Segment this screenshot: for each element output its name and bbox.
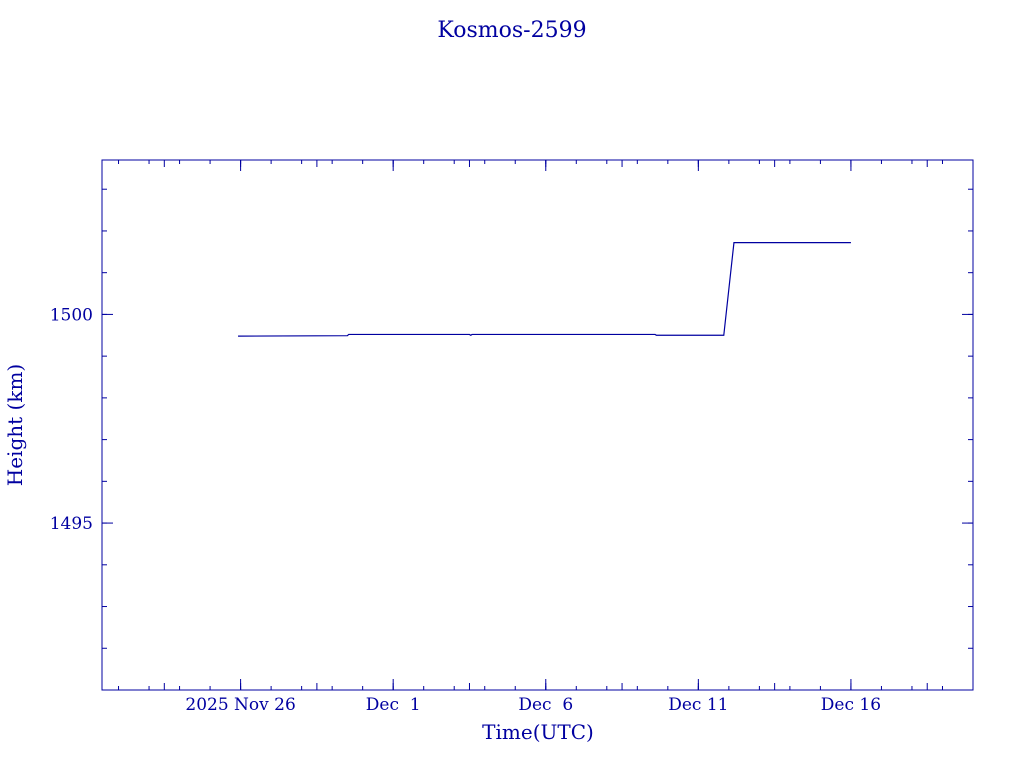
series-layer bbox=[238, 242, 851, 337]
series-line bbox=[238, 242, 851, 337]
y-axis-label: Height (km) bbox=[3, 364, 27, 486]
y-tick-label: 1495 bbox=[50, 514, 93, 534]
y-tick-label: 1500 bbox=[50, 305, 93, 325]
plot-frame bbox=[101, 159, 974, 691]
x-axis-label: Time(UTC) bbox=[482, 720, 594, 744]
axis-tick-labels: 2025 Nov 26 Dec 1 Dec 6 Dec 11 Dec 16 1495 150… bbox=[50, 305, 881, 715]
chart-title: Kosmos-2599 bbox=[437, 18, 586, 43]
x-tick-label: Dec 11 bbox=[668, 695, 728, 715]
x-tick-label: 2025 Nov 26 bbox=[185, 695, 295, 715]
x-tick-label: Dec 16 bbox=[821, 695, 881, 715]
x-tick-label: Dec 1 bbox=[366, 695, 421, 715]
axis-ticks bbox=[102, 160, 974, 691]
x-tick-label: Dec 6 bbox=[518, 695, 573, 715]
